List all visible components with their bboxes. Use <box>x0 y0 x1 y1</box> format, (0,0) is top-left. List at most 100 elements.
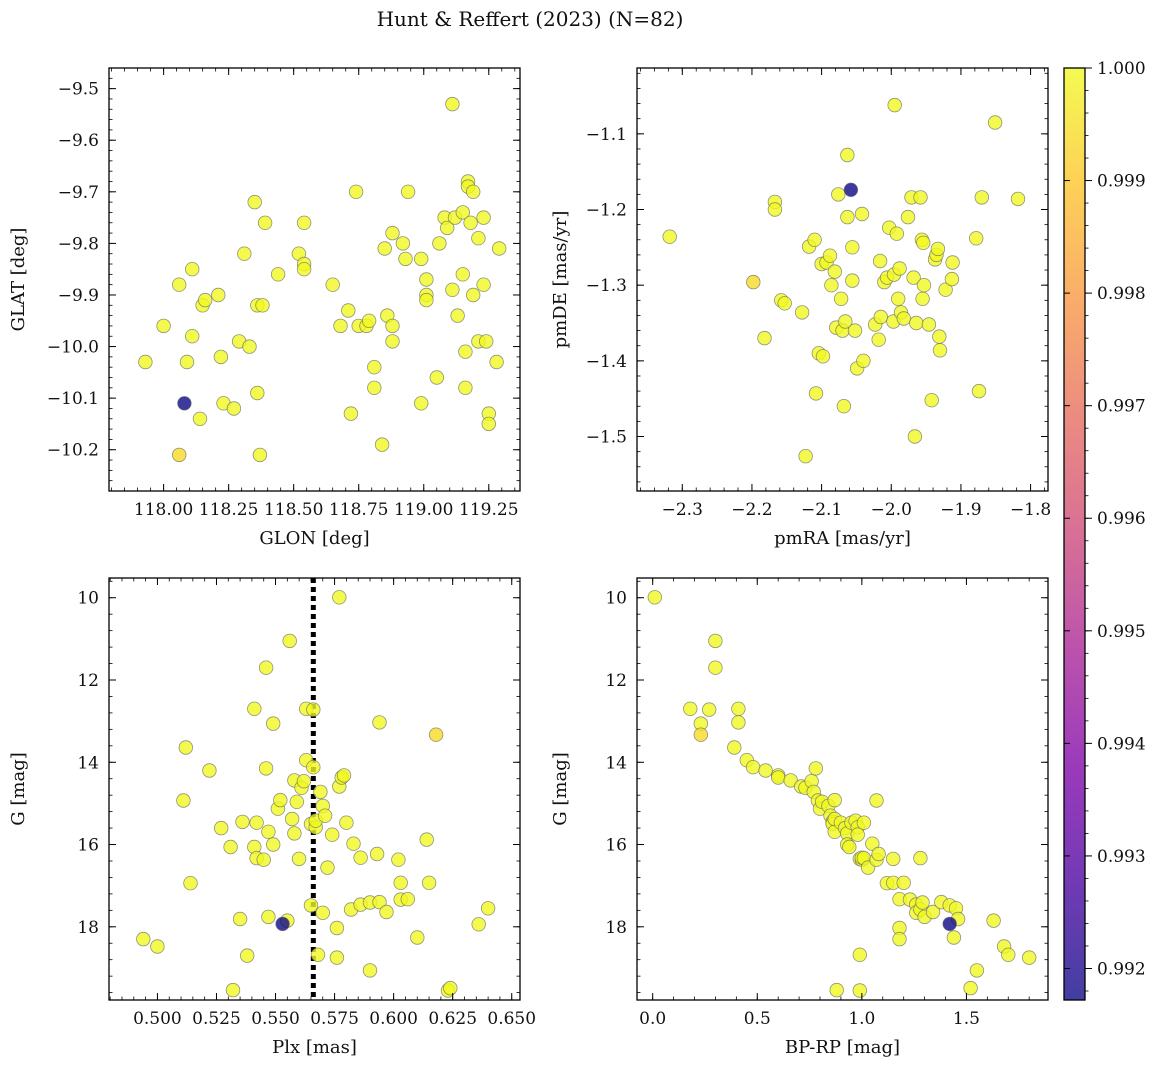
y-tick-label: −1.2 <box>586 201 627 221</box>
data-point <box>247 701 262 717</box>
y-tick-label: 18 <box>77 918 99 938</box>
data-point <box>440 220 455 236</box>
x-tick-label: 0.625 <box>428 1009 477 1029</box>
data-point <box>808 386 824 401</box>
data-point <box>353 850 368 865</box>
y-axis-label: G [mag] <box>550 752 571 825</box>
data-point <box>836 399 852 414</box>
data-point <box>171 277 187 292</box>
data-point <box>466 287 481 303</box>
data-point <box>889 226 905 241</box>
data-point <box>421 875 437 891</box>
colorbar-tick-label: 0.994 <box>1097 734 1146 754</box>
data-point <box>838 314 853 329</box>
x-tick-label: 118.75 <box>329 500 388 520</box>
data-point <box>856 353 871 369</box>
data-point <box>827 264 843 279</box>
data-point <box>840 147 855 163</box>
data-point <box>856 815 872 830</box>
y-tick-label: 18 <box>605 918 627 938</box>
data-point <box>833 291 849 307</box>
colorbar: 0.992 0.993 0.994 0.995 0.996 0.997 0.998 0.999… <box>1063 59 1146 1001</box>
colorbar-tick-label: 0.992 <box>1097 959 1146 979</box>
data-point <box>693 727 709 742</box>
data-point <box>450 308 465 323</box>
data-point <box>398 251 413 267</box>
data-point <box>177 396 192 411</box>
data-point <box>249 815 264 830</box>
data-point <box>852 947 868 963</box>
data-point <box>915 895 930 910</box>
data-point <box>757 330 772 346</box>
data-point <box>921 317 937 332</box>
data-point <box>865 836 880 851</box>
data-point <box>969 231 984 246</box>
data-point <box>986 913 1001 928</box>
data-point <box>892 261 907 276</box>
data-point <box>892 931 907 947</box>
data-point <box>393 875 408 891</box>
data-point <box>362 963 378 978</box>
data-point <box>223 839 238 855</box>
y-tick-label: −9.6 <box>58 131 99 151</box>
data-point <box>213 820 229 836</box>
data-point <box>333 318 348 334</box>
y-tick-label: −1.1 <box>586 125 627 145</box>
data-point <box>270 267 286 282</box>
data-point <box>414 396 429 411</box>
data-point <box>239 948 255 963</box>
data-point <box>432 236 447 251</box>
data-point <box>896 311 912 326</box>
data-point <box>458 380 473 396</box>
data-point <box>476 277 491 292</box>
y-axis-label: pmDE [mas/yr] <box>550 211 571 349</box>
data-point <box>822 248 838 263</box>
data-point <box>1010 191 1026 207</box>
data-point <box>847 323 863 338</box>
data-point <box>225 982 241 998</box>
data-point <box>226 401 242 416</box>
data-point <box>463 215 478 231</box>
data-point <box>731 715 746 730</box>
data-point <box>306 760 321 775</box>
data-point <box>150 939 165 954</box>
panel-glon-glat: 118.00 118.25 118.50 118.75 119.00 119.25 −9.5… <box>8 67 521 549</box>
data-point <box>913 850 928 866</box>
data-point <box>942 916 957 932</box>
data-point <box>807 232 822 248</box>
data-point <box>242 339 257 354</box>
data-point <box>329 950 345 965</box>
data-point <box>798 449 813 464</box>
data-point <box>872 253 888 269</box>
data-point <box>1021 950 1037 965</box>
data-point <box>871 846 886 862</box>
x-axis-label: BP-RP [mag] <box>785 1037 900 1058</box>
data-point <box>871 332 886 347</box>
data-point <box>887 97 902 113</box>
x-tick-label: 0.550 <box>251 1009 300 1029</box>
figure-title: Hunt & Reffert (2023) (N=82) <box>377 7 684 31</box>
data-point <box>372 715 387 730</box>
data-point <box>348 184 364 200</box>
colorbar-frame <box>1063 67 1086 1001</box>
data-point <box>907 429 923 444</box>
data-point <box>938 282 953 297</box>
data-point <box>377 241 392 256</box>
data-point <box>458 344 473 359</box>
data-point <box>256 852 271 867</box>
data-point <box>379 904 394 920</box>
axes-frame <box>108 67 521 492</box>
data-point <box>250 385 265 401</box>
x-tick-label: 0.650 <box>487 1009 536 1029</box>
data-point <box>702 702 717 717</box>
axes-frame <box>636 577 1049 1001</box>
x-tick-label: 0.0 <box>639 1009 666 1029</box>
data-point <box>419 832 434 847</box>
data-point <box>235 814 250 830</box>
data-point <box>176 793 191 808</box>
data-point <box>385 225 400 241</box>
y-tick-label: −10.1 <box>47 389 99 409</box>
data-point <box>915 291 930 307</box>
data-point <box>930 241 946 257</box>
data-point <box>296 774 312 789</box>
